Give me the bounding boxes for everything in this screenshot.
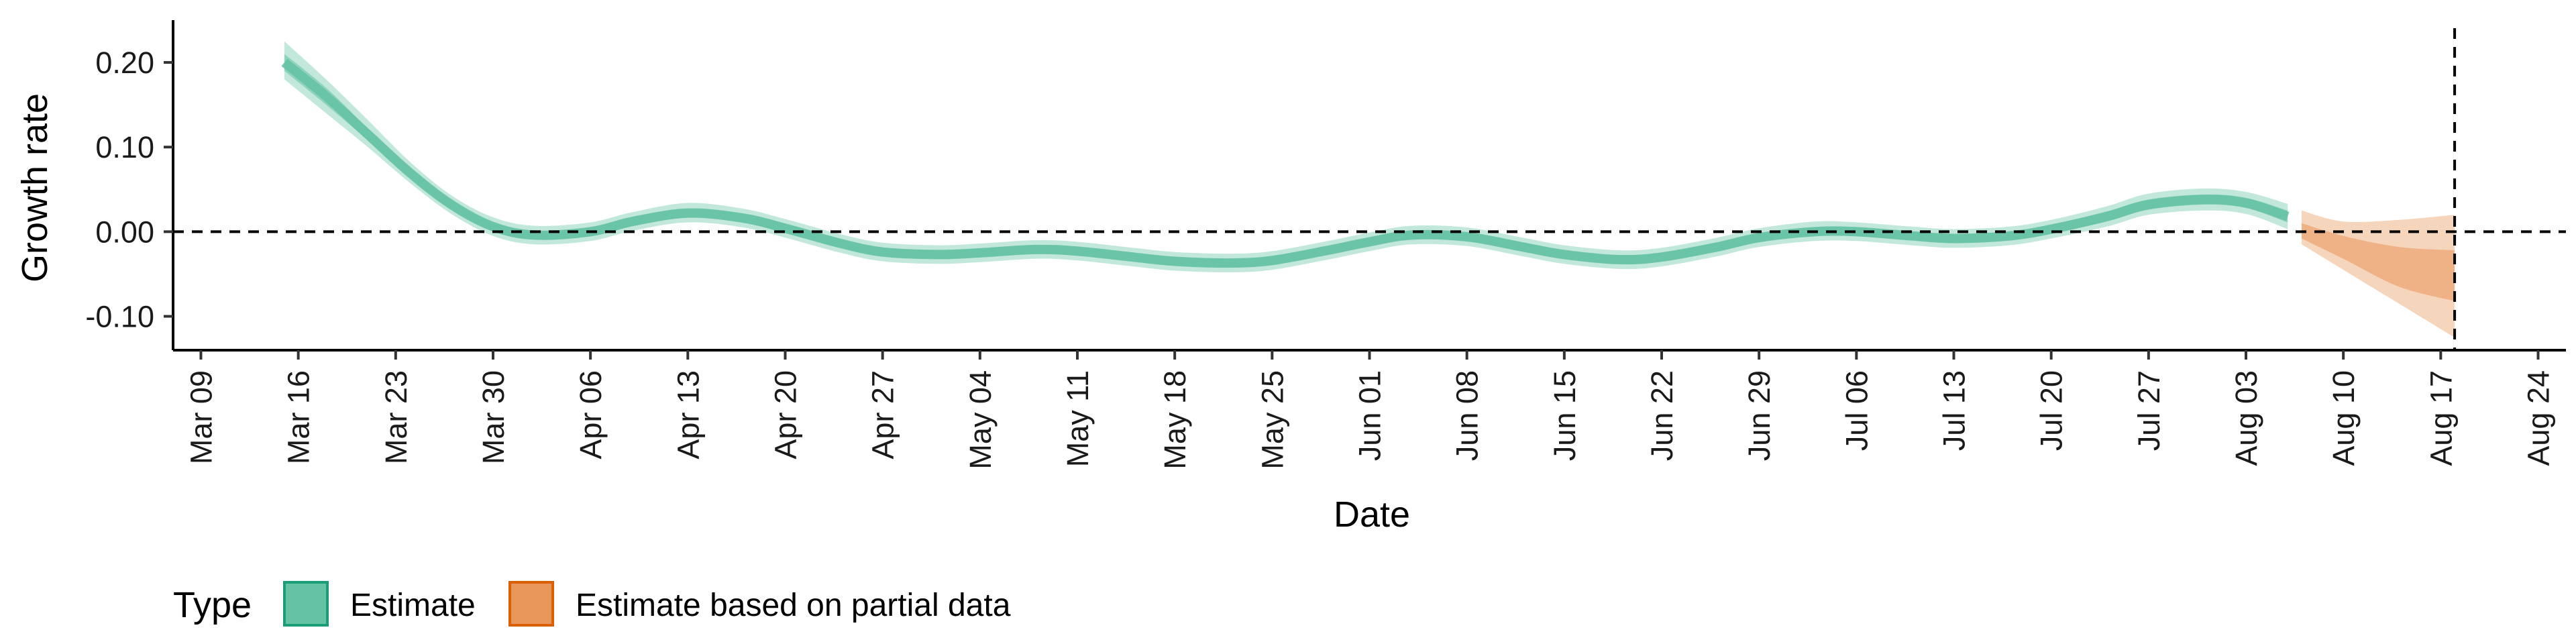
legend-swatch xyxy=(283,581,329,627)
x-tick-label: Jun 22 xyxy=(1645,370,1679,461)
x-tick-label: Mar 30 xyxy=(476,370,511,464)
x-tick-label: Aug 24 xyxy=(2522,370,2556,466)
x-tick-label: Jun 15 xyxy=(1548,370,1582,461)
x-tick-label: Mar 23 xyxy=(379,370,413,464)
legend-label: Estimate based on partial data xyxy=(576,588,1011,623)
legend-title: Type xyxy=(173,585,252,625)
x-tick-label: May 18 xyxy=(1158,370,1192,470)
confidence-bands xyxy=(284,41,2455,338)
x-tick-label: May 25 xyxy=(1255,370,1289,470)
series-2-inner-band xyxy=(2302,223,2455,301)
x-tick-label: Mar 16 xyxy=(282,370,316,464)
x-tick-label: Aug 17 xyxy=(2424,370,2458,466)
x-tick-label: Apr 20 xyxy=(769,370,803,460)
y-axis-ticks: 0.20 0.10 0.00 -0.10 xyxy=(85,46,173,334)
x-tick-label: Jul 13 xyxy=(1937,370,1972,451)
x-tick-label: May 11 xyxy=(1061,370,1095,467)
y-tick-label: 0.10 xyxy=(95,130,154,164)
x-tick-label: Apr 06 xyxy=(574,370,608,460)
x-tick-label: Mar 09 xyxy=(184,370,219,464)
x-tick-label: Jul 06 xyxy=(1839,370,1874,451)
x-axis-ticks: Mar 09 Mar 16 Mar 23 Mar 30 Apr 06 Apr 13 Apr … xyxy=(184,350,2556,470)
y-tick-label: 0.20 xyxy=(95,46,154,80)
x-tick-label: May 04 xyxy=(963,370,998,470)
x-tick-label: Apr 27 xyxy=(866,370,900,460)
x-axis-title: Date xyxy=(1334,494,1410,535)
axes xyxy=(172,20,2566,352)
x-tick-label: Jul 27 xyxy=(2132,370,2166,451)
x-tick-label: Jul 20 xyxy=(2035,370,2069,451)
legend-label: Estimate xyxy=(350,588,476,623)
y-tick-label: -0.10 xyxy=(85,300,154,334)
x-tick-label: Aug 03 xyxy=(2229,370,2263,466)
x-tick-label: Aug 10 xyxy=(2326,370,2361,466)
x-tick-label: Apr 13 xyxy=(671,370,705,460)
x-tick-label: Jun 01 xyxy=(1353,370,1387,461)
y-tick-label: 0.00 xyxy=(95,215,154,249)
x-tick-label: Jun 08 xyxy=(1450,370,1485,461)
legend: Type Estimate Estimate based on partial d… xyxy=(173,581,1011,627)
y-axis-title: Growth rate xyxy=(15,93,55,282)
x-tick-label: Jun 29 xyxy=(1742,370,1776,461)
reference-lines xyxy=(173,28,2566,350)
legend-swatch xyxy=(508,581,554,627)
